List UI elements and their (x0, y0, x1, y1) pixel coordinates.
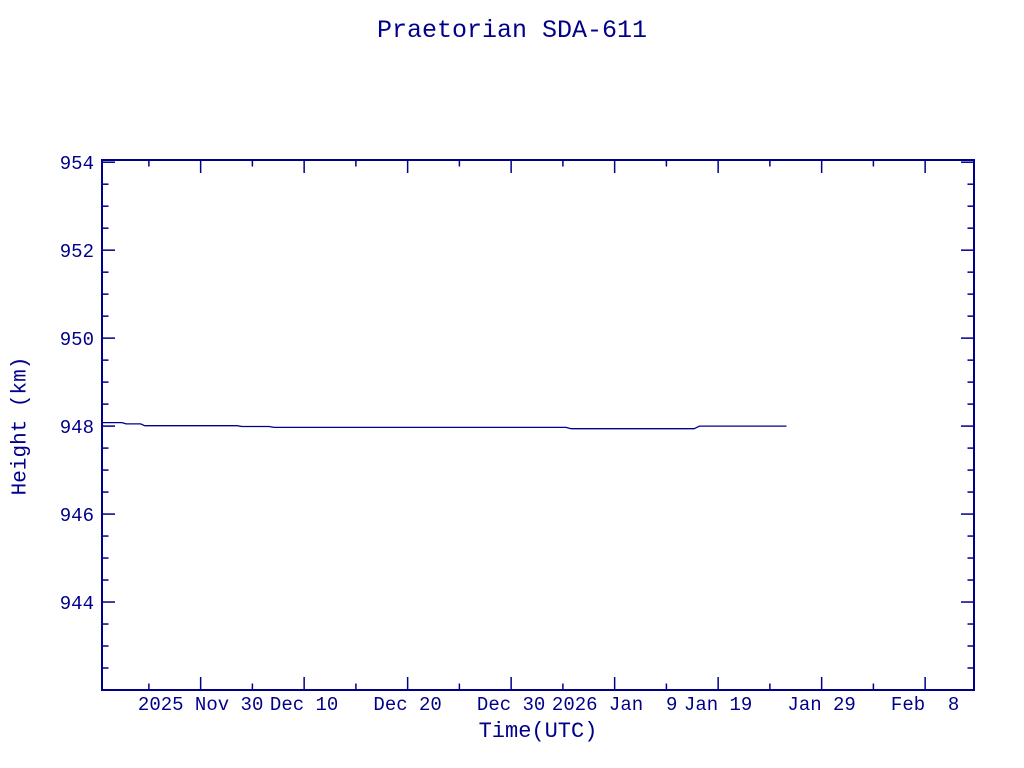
height-data-line (102, 421, 787, 430)
x-axis-title: Time(UTC) (478, 719, 598, 744)
y-tick-label: 954 (60, 153, 94, 175)
axis-frame (101, 159, 975, 691)
y-tick-label: 950 (60, 329, 94, 351)
x-tick-label: 2026 Jan 9 (552, 694, 677, 716)
y-tick-label: 952 (60, 241, 94, 263)
x-tick-label: Dec 20 (373, 694, 441, 716)
x-tick-label: Dec 30 (477, 694, 545, 716)
y-tick-label: 948 (60, 417, 94, 439)
x-tick-label: 2025 Nov 30 (138, 694, 263, 716)
x-tick-label: Jan 29 (787, 694, 855, 716)
chart-title: Praetorian SDA-611 (376, 16, 648, 45)
x-tick-label: Jan 19 (684, 694, 752, 716)
y-tick-label: 944 (60, 593, 94, 615)
y-tick-label: 946 (60, 505, 94, 527)
x-tick-label: Feb 8 (891, 694, 959, 716)
x-tick-label: Dec 10 (270, 694, 338, 716)
